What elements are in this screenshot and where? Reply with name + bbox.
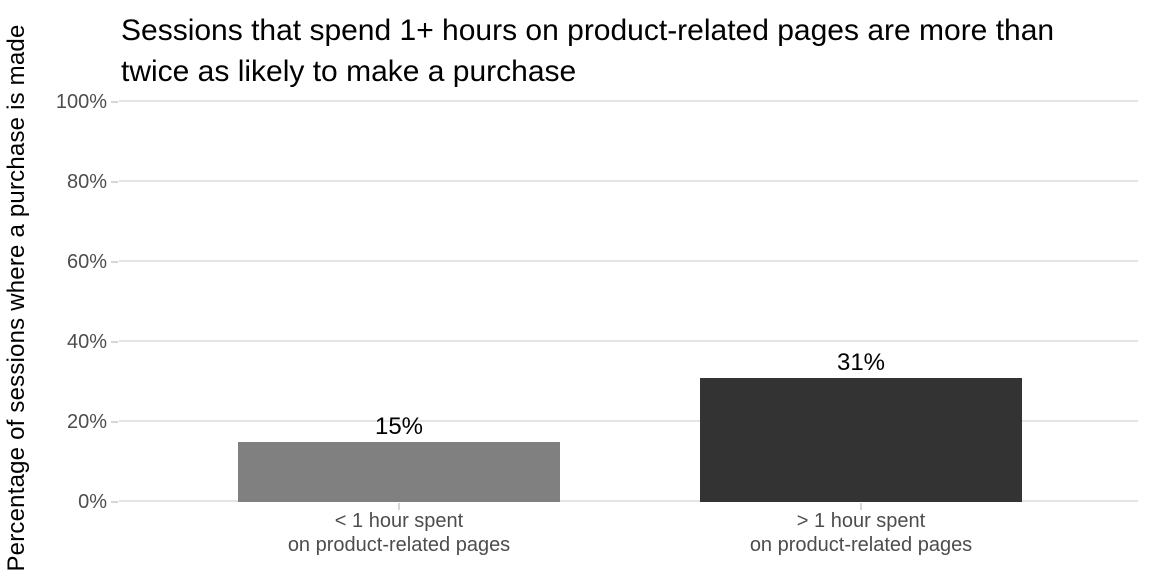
y-tick-mark bbox=[111, 181, 118, 183]
y-tick-mark bbox=[111, 341, 118, 343]
x-category-label-lt-1-hour: < 1 hour spent on product-related pages bbox=[199, 509, 599, 557]
bar-value-label: 15% bbox=[374, 413, 424, 440]
x-category-label-line2: on product-related pages bbox=[287, 534, 511, 556]
x-tick-mark bbox=[860, 503, 862, 510]
x-category-label-line1: > 1 hour spent bbox=[796, 510, 926, 532]
x-category-label-line2: on product-related pages bbox=[749, 534, 973, 556]
bar-value-label: 31% bbox=[836, 349, 886, 376]
gridline bbox=[119, 100, 1138, 102]
gridline bbox=[119, 180, 1138, 182]
y-tick-label: 100% bbox=[55, 91, 107, 113]
y-tick-label: 80% bbox=[66, 171, 107, 193]
gridline bbox=[119, 420, 1138, 422]
y-tick-label: 0% bbox=[78, 491, 107, 513]
gridline bbox=[119, 500, 1138, 502]
bar-group-lt-1-hour: 15% bbox=[238, 102, 560, 502]
x-category-label-gt-1-hour: > 1 hour spent on product-related pages bbox=[661, 509, 1061, 557]
chart-title-line1: Sessions that spend 1+ hours on product-… bbox=[121, 14, 1055, 47]
y-tick-mark bbox=[111, 261, 118, 263]
x-tick-mark bbox=[398, 503, 400, 510]
chart-title: Sessions that spend 1+ hours on product-… bbox=[121, 10, 1054, 92]
bar-gt-1-hour bbox=[700, 378, 1022, 502]
gridline bbox=[119, 260, 1138, 262]
gridline bbox=[119, 340, 1138, 342]
y-tick-mark bbox=[111, 501, 118, 503]
bar-group-gt-1-hour: 31% bbox=[700, 102, 1022, 502]
y-tick-label: 20% bbox=[66, 411, 107, 433]
bar-lt-1-hour bbox=[238, 442, 560, 502]
chart-title-line2: twice as likely to make a purchase bbox=[121, 55, 577, 88]
y-tick-mark bbox=[111, 421, 118, 423]
y-tick-label: 60% bbox=[66, 251, 107, 273]
y-tick-mark bbox=[111, 101, 118, 103]
y-tick-label: 40% bbox=[66, 331, 107, 353]
x-category-label-line1: < 1 hour spent bbox=[334, 510, 464, 532]
